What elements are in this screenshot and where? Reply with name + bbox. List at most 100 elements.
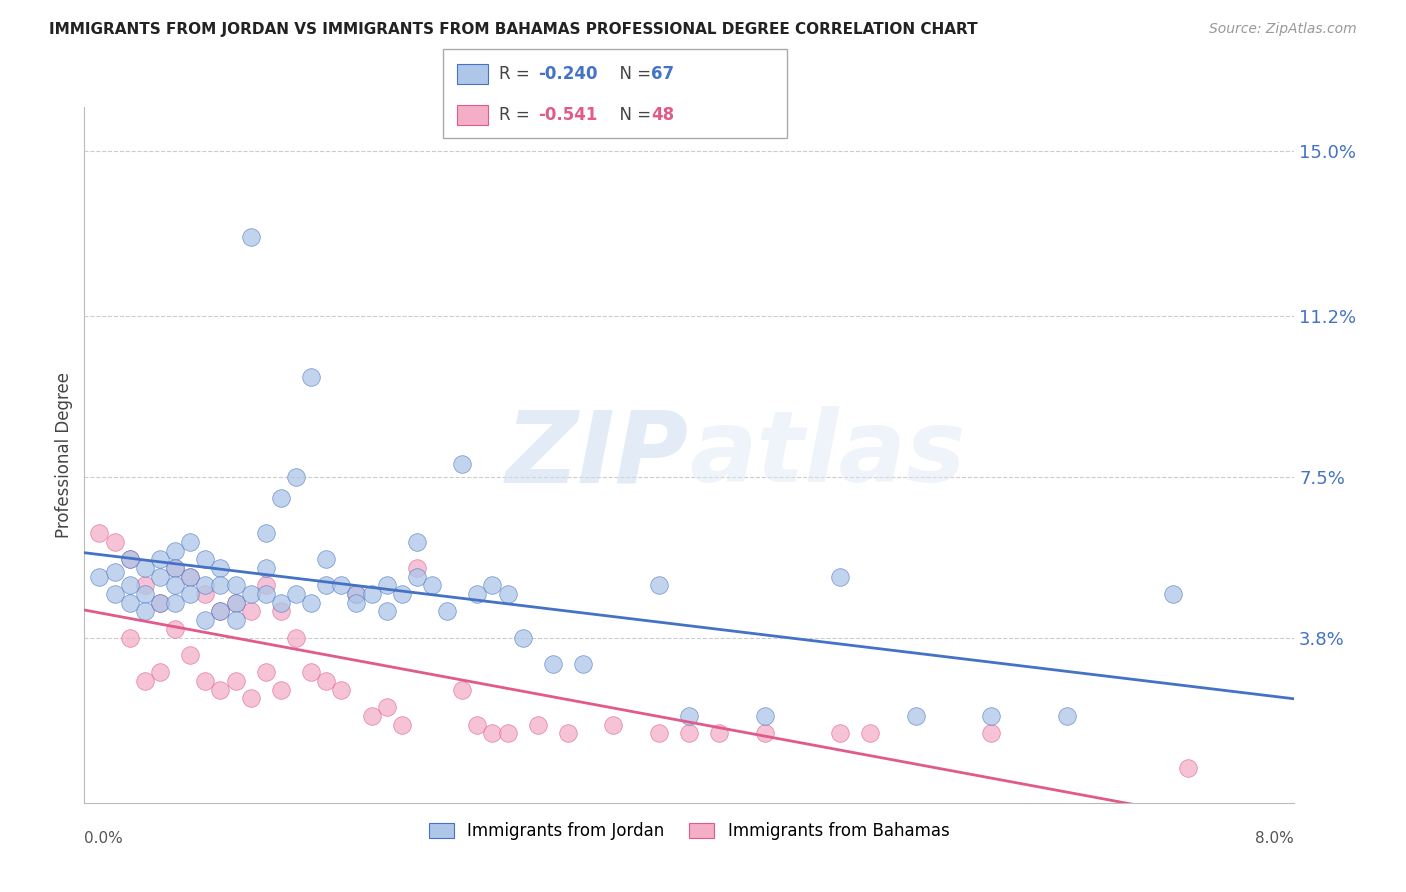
Point (149, 596, 172, 610)
Point (165, 561, 187, 575)
Point (225, 613, 247, 627)
Point (420, 578, 443, 592)
Point (1177, 761, 1199, 775)
Point (118, 578, 141, 592)
Point (754, 726, 776, 740)
Point (239, 691, 262, 706)
Text: 67: 67 (651, 65, 673, 83)
Point (406, 570, 429, 584)
Point (648, 578, 671, 592)
Point (481, 578, 503, 592)
Text: 8.0%: 8.0% (1254, 830, 1294, 846)
Text: R =: R = (499, 106, 536, 124)
Point (134, 578, 156, 592)
Point (375, 700, 398, 714)
Point (648, 726, 671, 740)
Point (209, 578, 232, 592)
Point (299, 369, 322, 384)
Y-axis label: Professional Degree: Professional Degree (55, 372, 73, 538)
Point (451, 457, 474, 471)
Text: N =: N = (609, 65, 657, 83)
Point (830, 570, 852, 584)
Point (512, 631, 534, 645)
Point (285, 587, 308, 601)
Text: atlas: atlas (689, 407, 966, 503)
Point (254, 587, 277, 601)
Point (299, 596, 322, 610)
Point (209, 605, 232, 619)
Point (391, 587, 413, 601)
Point (165, 543, 187, 558)
Point (602, 717, 624, 731)
Legend: Immigrants from Jordan, Immigrants from Bahamas: Immigrants from Jordan, Immigrants from … (422, 815, 956, 847)
Point (254, 665, 277, 680)
Point (194, 674, 217, 689)
Point (467, 587, 489, 601)
Point (194, 587, 217, 601)
Text: Source: ZipAtlas.com: Source: ZipAtlas.com (1209, 22, 1357, 37)
Point (315, 578, 337, 592)
Point (89, 526, 111, 541)
Point (406, 534, 429, 549)
Point (270, 682, 292, 697)
Point (225, 578, 247, 592)
Point (239, 605, 262, 619)
Point (270, 491, 292, 506)
Point (1056, 708, 1078, 723)
Point (209, 605, 232, 619)
Point (134, 674, 156, 689)
Point (904, 708, 927, 723)
Text: -0.240: -0.240 (538, 65, 598, 83)
Point (346, 587, 368, 601)
Point (451, 682, 474, 697)
Point (254, 561, 277, 575)
Text: 0.0%: 0.0% (84, 830, 124, 846)
Point (481, 726, 503, 740)
Point (104, 566, 127, 580)
Point (194, 613, 217, 627)
Point (496, 587, 519, 601)
Point (165, 578, 187, 592)
Point (315, 674, 337, 689)
Point (165, 596, 187, 610)
Point (89, 570, 111, 584)
Text: IMMIGRANTS FROM JORDAN VS IMMIGRANTS FROM BAHAMAS PROFESSIONAL DEGREE CORRELATIO: IMMIGRANTS FROM JORDAN VS IMMIGRANTS FRO… (49, 22, 977, 37)
Point (360, 587, 382, 601)
Point (360, 708, 382, 723)
Point (330, 682, 353, 697)
Point (467, 717, 489, 731)
Point (346, 587, 368, 601)
Point (209, 682, 232, 697)
Point (225, 596, 247, 610)
Point (179, 570, 201, 584)
Point (165, 622, 187, 636)
Point (299, 665, 322, 680)
Point (557, 726, 579, 740)
Point (541, 657, 564, 671)
Point (118, 552, 141, 566)
Point (315, 552, 337, 566)
Point (375, 605, 398, 619)
Point (225, 674, 247, 689)
Point (134, 561, 156, 575)
Point (254, 526, 277, 541)
Point (149, 552, 172, 566)
Point (270, 596, 292, 610)
Text: ZIP: ZIP (506, 407, 689, 503)
Text: N =: N = (609, 106, 657, 124)
Point (149, 665, 172, 680)
Point (980, 726, 1002, 740)
Point (134, 587, 156, 601)
Point (285, 469, 308, 483)
Point (406, 561, 429, 575)
Point (330, 578, 353, 592)
Point (270, 605, 292, 619)
Point (179, 570, 201, 584)
Text: 48: 48 (651, 106, 673, 124)
Point (118, 596, 141, 610)
Point (678, 708, 700, 723)
Point (678, 726, 700, 740)
Point (436, 605, 458, 619)
Point (209, 561, 232, 575)
Text: -0.541: -0.541 (538, 106, 598, 124)
